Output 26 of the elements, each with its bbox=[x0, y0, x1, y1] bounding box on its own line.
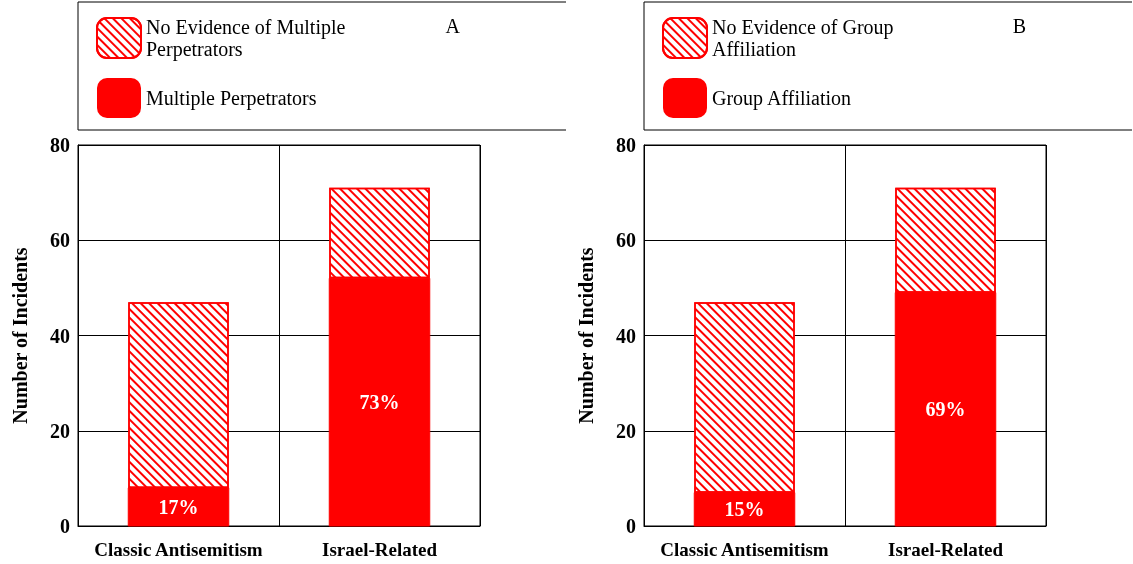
legend-label: No Evidence of Multiple Perpetrators bbox=[146, 16, 351, 61]
x-tick-label: Classic Antisemitism bbox=[94, 539, 263, 560]
annotation: 17% bbox=[158, 495, 199, 518]
y-tick-label: 40 bbox=[616, 324, 636, 347]
y-tick-label: 20 bbox=[50, 419, 70, 442]
y-tick-label: 60 bbox=[616, 229, 636, 252]
y-axis-title: Number of Incidents bbox=[575, 247, 597, 424]
y-tick-label: 20 bbox=[616, 419, 636, 442]
annotation: 73% bbox=[359, 391, 400, 414]
annotation: 15% bbox=[724, 498, 765, 521]
legend-label: No Evidence of Group Affiliation bbox=[712, 16, 899, 60]
y-tick-label: 0 bbox=[60, 515, 70, 537]
text: B bbox=[1012, 15, 1026, 37]
annotation: 69% bbox=[925, 398, 966, 421]
x-tick-label: Israel-Related bbox=[887, 539, 1004, 560]
y-tick-label: 80 bbox=[50, 134, 70, 156]
text: A bbox=[445, 15, 461, 37]
y-tick-label: 40 bbox=[50, 324, 70, 347]
y-tick-label: 0 bbox=[626, 515, 636, 537]
x-tick-label: Israel-Related bbox=[321, 539, 438, 560]
legend-label: Multiple Perpetrators bbox=[146, 87, 317, 110]
y-tick-label: 60 bbox=[50, 229, 70, 252]
x-tick-label: Classic Antisemitism bbox=[660, 539, 829, 560]
y-tick-label: 80 bbox=[616, 134, 636, 156]
y-axis-title: Number of Incidents bbox=[9, 247, 31, 424]
legend-label: Group Affiliation bbox=[712, 87, 852, 110]
